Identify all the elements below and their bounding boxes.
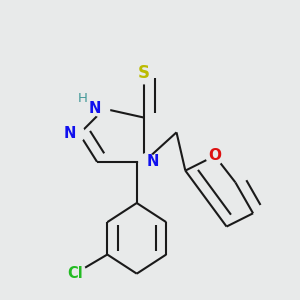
Circle shape — [68, 126, 85, 142]
Circle shape — [93, 100, 110, 117]
Text: N: N — [147, 154, 159, 169]
Text: N: N — [89, 101, 101, 116]
Circle shape — [139, 154, 155, 170]
Text: Cl: Cl — [67, 266, 83, 281]
Text: N: N — [64, 126, 76, 141]
Circle shape — [206, 147, 224, 165]
Circle shape — [134, 63, 154, 84]
Text: S: S — [138, 64, 150, 82]
Text: H: H — [77, 92, 87, 105]
Text: O: O — [208, 148, 221, 164]
Circle shape — [64, 262, 86, 285]
